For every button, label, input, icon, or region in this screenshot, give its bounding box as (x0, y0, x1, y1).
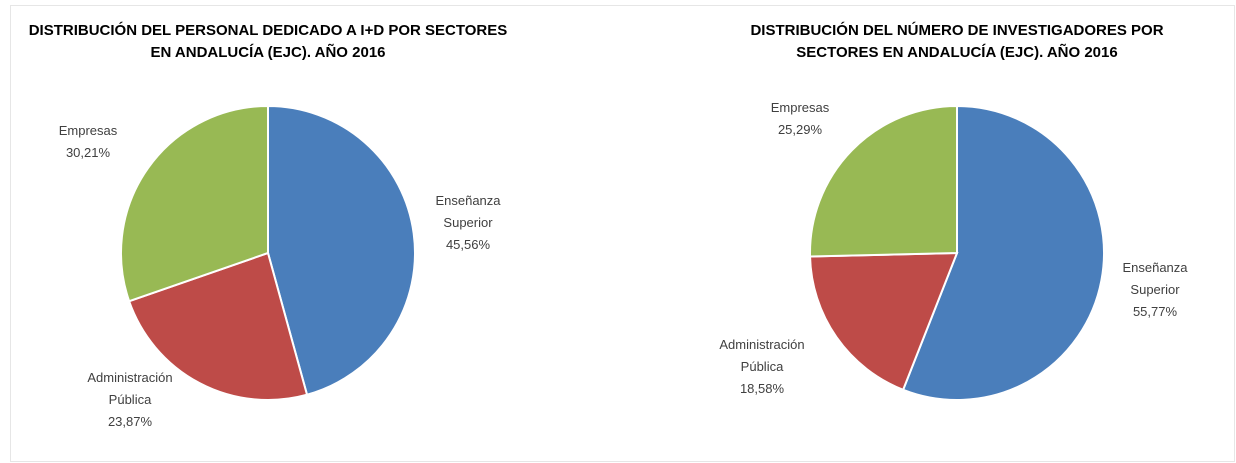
pie-slice (267, 104, 416, 396)
value-label: 30,21% (65, 145, 111, 160)
value-label: 55,77% (1132, 304, 1178, 319)
slice-label: Administración Pública (719, 337, 805, 374)
pie-slice (127, 251, 309, 401)
value-label: 23,87% (107, 414, 153, 429)
value-label: 25,29% (777, 122, 823, 137)
chart-title: DISTRIBUCIÓN DEL NÚMERO DE INVESTIGADORE… (750, 22, 1164, 61)
slice-label: Empresas (770, 100, 830, 115)
value-label: 18,58% (739, 381, 785, 396)
frame (10, 5, 1235, 462)
slice-label: Enseñanza Superior (435, 193, 501, 230)
slice-label: Enseñanza Superior (1122, 260, 1188, 297)
slice-label: Administración Pública (87, 370, 173, 407)
pie-slice (901, 104, 1105, 401)
pie-slice (809, 104, 958, 258)
value-label: 45,56% (445, 237, 491, 252)
chart-title: DISTRIBUCIÓN DEL PERSONAL DEDICADO A I+D… (28, 22, 508, 61)
slice-label: Empresas (58, 123, 118, 138)
pie-slice (120, 104, 269, 303)
pie-slice (809, 251, 959, 392)
